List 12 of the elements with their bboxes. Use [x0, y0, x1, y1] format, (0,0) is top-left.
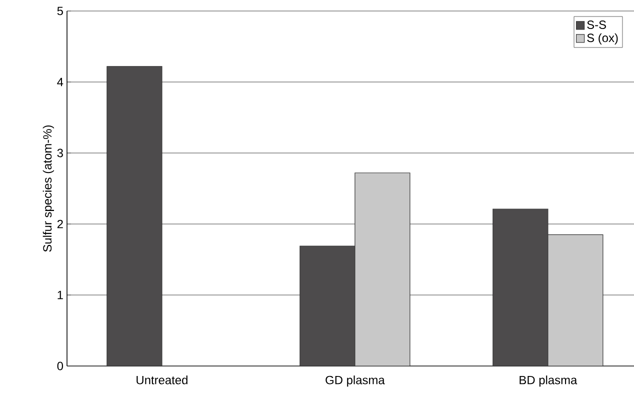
x-tick-label: BD plasma: [520, 376, 578, 387]
y-tick-label: 4: [57, 78, 64, 86]
y-tick-label: 5: [57, 6, 63, 16]
legend-label: S (ox): [587, 33, 618, 44]
y-tick-label: 1: [58, 290, 63, 300]
y-axis-title: Sulfur species (atom-%): [42, 125, 54, 252]
legend-label: S-S: [587, 20, 606, 29]
y-tick-label: 3: [57, 148, 63, 158]
x-tick-label: Untreated: [136, 376, 188, 384]
y-tick-label: 0: [57, 362, 64, 370]
x-tick-label: GD plasma: [326, 376, 385, 387]
y-tick-label: 2: [57, 220, 63, 228]
